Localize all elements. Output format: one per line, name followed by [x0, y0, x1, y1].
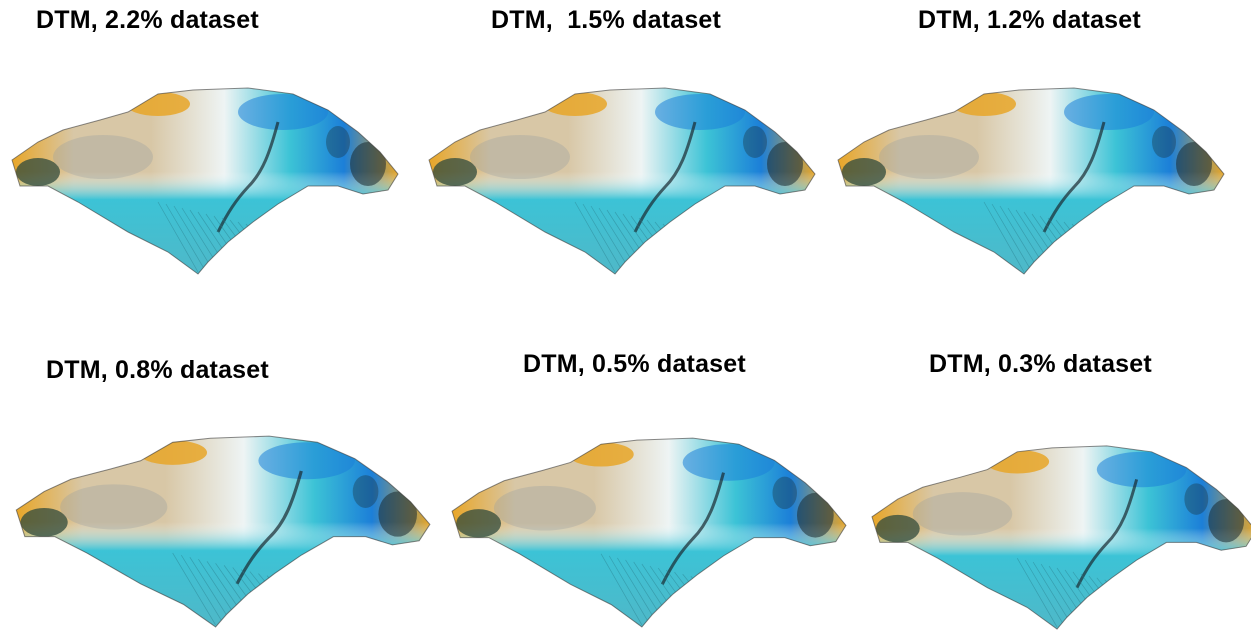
- panel-title-3: DTM, 1.2% dataset: [918, 6, 1141, 34]
- terrain-render-5: [451, 437, 847, 628]
- terrain-render-6: [871, 445, 1251, 630]
- terrain-render-4: [15, 435, 431, 628]
- panel-title-6: DTM, 0.3% dataset: [929, 350, 1152, 378]
- terrain-render-3: [837, 87, 1225, 275]
- terrain-render-2: [428, 87, 816, 275]
- panel-title-1: DTM, 2.2% dataset: [36, 6, 259, 34]
- terrain-render-1: [11, 87, 399, 275]
- panel-title-2: DTM, 1.5% dataset: [491, 6, 722, 34]
- panel-title-4: DTM, 0.8% dataset: [46, 356, 269, 384]
- panel-title-5: DTM, 0.5% dataset: [523, 350, 746, 378]
